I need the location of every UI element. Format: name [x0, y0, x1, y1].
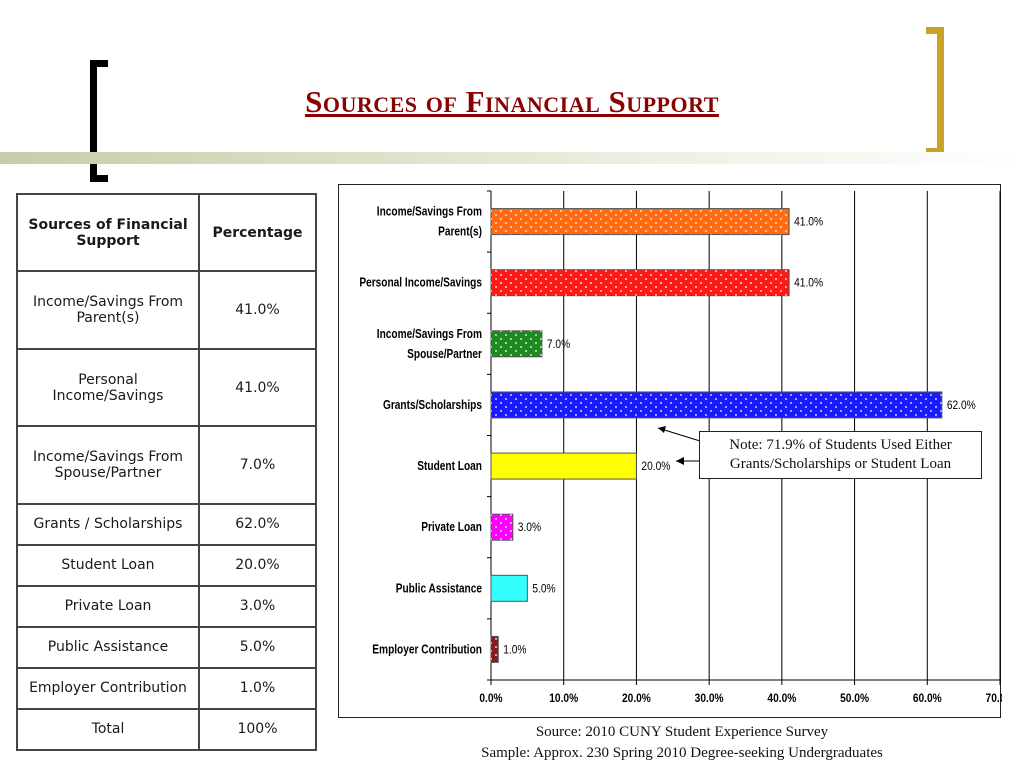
header-percentage: Percentage [198, 192, 317, 273]
row-source: Public Assistance [16, 625, 200, 669]
page-title: Sources of Financial Support [305, 84, 719, 119]
bar-pattern [491, 391, 942, 418]
total-label: Total [16, 707, 200, 752]
header-source: Sources of Financial Support [16, 192, 200, 273]
x-tick-label: 40.0% [767, 692, 796, 705]
row-percentage: 5.0% [198, 625, 317, 669]
row-percentage: 62.0% [198, 502, 317, 546]
note-arrow-grants [657, 427, 701, 442]
category-label: Employer Contribution [372, 642, 482, 656]
total-percentage: 100% [198, 707, 317, 752]
header-band [0, 152, 1024, 164]
bar-pattern [491, 208, 790, 235]
category-label: Grants/Scholarships [383, 398, 482, 412]
chart-note: Note: 71.9% of Students Used Either Gran… [699, 431, 982, 479]
bar [490, 574, 528, 602]
table-row: Employer Contribution 1.0% [16, 666, 317, 710]
data-label: 41.0% [794, 216, 823, 229]
note-line-1: Note: 71.9% of Students Used Either [729, 437, 952, 453]
data-label: 62.0% [947, 399, 976, 412]
table-row: Income/Savings From Parent(s) 41.0% [16, 270, 317, 350]
category-label: Private Loan [421, 520, 482, 534]
category-label: Spouse/Partner [407, 347, 482, 361]
row-source: Personal Income/Savings [16, 347, 200, 428]
x-tick-label: 60.0% [913, 692, 942, 705]
row-percentage: 20.0% [198, 543, 317, 587]
data-label: 20.0% [641, 460, 670, 473]
sample-description: Sample: Approx. 230 Spring 2010 Degree-s… [481, 745, 883, 761]
source-citation: Source: 2010 CUNY Student Experience Sur… [535, 724, 829, 740]
table-total-row: Total 100% [16, 707, 317, 752]
chart-labels: 0.0% 10.0% 20.0% 30.0% 40.0% 50.0% 60.0% 70.0% 4… [359, 204, 1002, 705]
x-tick-label: 30.0% [695, 692, 724, 705]
category-label: Income/Savings From [377, 204, 482, 218]
category-label: Income/Savings From [377, 327, 482, 341]
category-label: Student Loan [417, 459, 482, 473]
note-arrows [657, 426, 701, 465]
x-tick-label: 70.0% [986, 692, 1002, 705]
bar-pattern [491, 514, 513, 541]
note-arrowhead-grants [658, 426, 666, 433]
data-label: 7.0% [547, 338, 570, 351]
row-source: Student Loan [16, 543, 200, 587]
table-row: Public Assistance 5.0% [16, 625, 317, 669]
row-source: Income/Savings From Spouse/Partner [16, 425, 200, 505]
row-percentage: 41.0% [198, 270, 317, 350]
chart-bars [490, 208, 943, 663]
x-tick-label: 50.0% [840, 692, 869, 705]
right-bracket-decoration [926, 27, 944, 155]
table-row: Income/Savings From Spouse/Partner 7.0% [16, 425, 317, 505]
row-percentage: 7.0% [198, 425, 317, 505]
table-row: Personal Income/Savings 41.0% [16, 347, 317, 428]
row-source: Income/Savings From Parent(s) [16, 270, 200, 350]
data-label: 3.0% [518, 521, 541, 534]
row-percentage: 3.0% [198, 584, 317, 628]
x-tick-label: 20.0% [622, 692, 651, 705]
bar [490, 452, 637, 480]
bar-pattern [491, 269, 790, 296]
category-label: Public Assistance [396, 581, 483, 595]
row-percentage: 41.0% [198, 347, 317, 428]
data-label: 5.0% [532, 583, 555, 596]
row-source: Private Loan [16, 584, 200, 628]
note-line-2: Grants/Scholarships or Student Loan [729, 456, 952, 472]
data-label: 41.0% [794, 277, 823, 290]
bar-chart-canvas: 0.0% 10.0% 20.0% 30.0% 40.0% 50.0% 60.0% 70.0% 4… [359, 190, 1002, 705]
table-row: Grants / Scholarships 62.0% [16, 502, 317, 546]
row-source: Employer Contribution [16, 666, 200, 710]
bar-pattern [491, 636, 499, 663]
table-row: Student Loan 20.0% [16, 543, 317, 587]
x-tick-label: 0.0% [479, 692, 502, 705]
row-percentage: 1.0% [198, 666, 317, 710]
left-bracket-decoration [90, 60, 108, 182]
financial-support-table: Sources of Financial Support Percentage … [16, 192, 317, 752]
data-label: 1.0% [503, 644, 526, 657]
category-label: Personal Income/Savings [359, 276, 482, 290]
table-row: Private Loan 3.0% [16, 584, 317, 628]
note-arrowhead-loan [676, 457, 684, 465]
bar-pattern [491, 330, 542, 357]
x-tick-label: 10.0% [549, 692, 578, 705]
row-source: Grants / Scholarships [16, 502, 200, 546]
category-label: Parent(s) [438, 224, 482, 238]
table-header-row: Sources of Financial Support Percentage [16, 192, 317, 273]
